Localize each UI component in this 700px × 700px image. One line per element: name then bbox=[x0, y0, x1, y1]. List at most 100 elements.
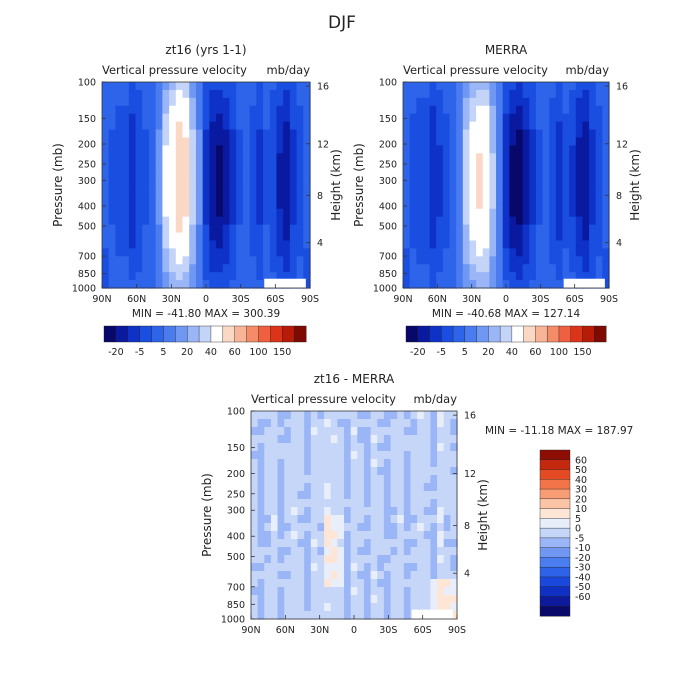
heatmap-cell bbox=[363, 571, 372, 580]
heatmap-cell bbox=[403, 443, 412, 452]
heatmap-cell bbox=[102, 161, 110, 170]
colorbar-label: 40 bbox=[506, 347, 518, 358]
heatmap-cell bbox=[264, 539, 272, 548]
heatmap-cell bbox=[589, 82, 597, 91]
heatmap-cell bbox=[562, 192, 570, 202]
heatmap-cell bbox=[175, 97, 184, 107]
heatmap-cell bbox=[115, 232, 123, 242]
heatmap-cell bbox=[290, 475, 299, 484]
heatmap-cell bbox=[417, 507, 425, 516]
heatmap-cell bbox=[195, 145, 204, 154]
heatmap-cell bbox=[242, 232, 251, 242]
heatmap-cell bbox=[155, 185, 163, 194]
heatmap-cell bbox=[549, 129, 557, 139]
heatmap-cell bbox=[337, 427, 345, 436]
heatmap-cell bbox=[450, 475, 458, 484]
heatmap-cell bbox=[489, 232, 497, 242]
heatmap-cell bbox=[122, 200, 130, 210]
heatmap-cell bbox=[229, 224, 237, 234]
heatmap-cell bbox=[496, 129, 504, 139]
colorbar-label: 60 bbox=[229, 347, 241, 358]
heatmap-cell bbox=[175, 224, 184, 234]
heatmap-cell bbox=[256, 232, 264, 242]
heatmap-cells bbox=[403, 82, 610, 289]
heatmap-cell bbox=[515, 137, 524, 146]
heatmap-cell bbox=[222, 185, 231, 194]
heatmap-cell bbox=[189, 82, 197, 91]
heatmap-cell bbox=[256, 280, 264, 289]
heatmap-cell bbox=[417, 491, 425, 500]
heatmap-cell bbox=[417, 563, 425, 572]
heatmap-cell bbox=[256, 200, 264, 210]
heatmap-cell bbox=[122, 113, 130, 123]
heatmap-cell bbox=[277, 523, 285, 532]
heatmap-cell bbox=[122, 224, 130, 234]
heatmap-cell bbox=[589, 89, 597, 99]
heatmap-cell bbox=[102, 97, 110, 107]
heatmap-cell bbox=[442, 161, 451, 170]
heatmap-cell bbox=[482, 97, 490, 107]
heatmap-cell bbox=[115, 216, 123, 226]
colorbar-swatch bbox=[539, 479, 571, 490]
heatmap-cell bbox=[303, 97, 311, 107]
heatmap-cell bbox=[482, 113, 490, 123]
heatmap-cell bbox=[169, 185, 177, 194]
heatmap-cell bbox=[562, 248, 570, 257]
heatmap-cell bbox=[416, 224, 424, 234]
heatmap-cell bbox=[155, 240, 163, 249]
heatmap-cell bbox=[482, 121, 490, 131]
heatmap-cell bbox=[377, 587, 385, 596]
heatmap-cell bbox=[304, 467, 312, 476]
heatmap-cell bbox=[502, 137, 510, 146]
heatmap-cell bbox=[290, 459, 299, 468]
heatmap-cell bbox=[496, 177, 504, 186]
heatmap-cell bbox=[482, 272, 490, 281]
heatmap-cell bbox=[549, 200, 557, 210]
heatmap-cell bbox=[283, 264, 291, 273]
heatmap-cell bbox=[476, 161, 484, 170]
heatmap-cell bbox=[142, 82, 150, 91]
heatmap-cell bbox=[344, 435, 352, 444]
heatmap-cell bbox=[542, 256, 550, 265]
heatmap-cell bbox=[350, 531, 358, 540]
heatmap-cell bbox=[456, 208, 464, 218]
heatmap-cell bbox=[162, 129, 170, 139]
heatmap-cell bbox=[256, 145, 264, 154]
heatmap-cell bbox=[284, 427, 292, 436]
heatmap-cell bbox=[436, 280, 444, 289]
heatmap-cell bbox=[357, 563, 365, 572]
colorbar-label: -20 bbox=[108, 347, 124, 358]
colorbar-swatch bbox=[464, 325, 478, 343]
heatmap-cell bbox=[310, 603, 319, 612]
heatmap-cell bbox=[403, 571, 412, 580]
heatmap-cell bbox=[175, 137, 184, 146]
heatmap-cell bbox=[304, 547, 312, 556]
heatmap-cell bbox=[310, 547, 319, 556]
heatmap-cell bbox=[403, 208, 411, 218]
heatmap-cell bbox=[410, 499, 418, 508]
heatmap-cell bbox=[249, 280, 257, 289]
heatmap-cell bbox=[377, 539, 385, 548]
heatmap-cell bbox=[344, 611, 352, 620]
heatmap-cell bbox=[317, 563, 325, 572]
heatmap-cell bbox=[350, 515, 358, 524]
y-axis-label: Pressure (mb) bbox=[200, 473, 214, 557]
heatmap-cell bbox=[450, 539, 458, 548]
heatmap-cell bbox=[443, 587, 451, 596]
y-axis-right-label: Height (km) bbox=[329, 149, 343, 220]
heatmap-cell bbox=[142, 153, 150, 162]
heatmap-cell bbox=[569, 200, 577, 210]
heatmap-cell bbox=[169, 137, 177, 146]
heatmap-cell bbox=[229, 208, 237, 218]
heatmap-cell bbox=[542, 137, 550, 146]
colorbar-swatch bbox=[523, 325, 536, 343]
heatmap-cell bbox=[502, 105, 510, 115]
heatmap-cell bbox=[437, 491, 445, 500]
heatmap-cell bbox=[416, 200, 424, 210]
heatmap-cell bbox=[317, 467, 325, 476]
heatmap-cell bbox=[422, 216, 431, 226]
heatmap-cell bbox=[249, 200, 257, 210]
heatmap-cell bbox=[502, 153, 510, 162]
heatmap-cell bbox=[357, 467, 365, 476]
heatmap-cell bbox=[155, 137, 163, 146]
